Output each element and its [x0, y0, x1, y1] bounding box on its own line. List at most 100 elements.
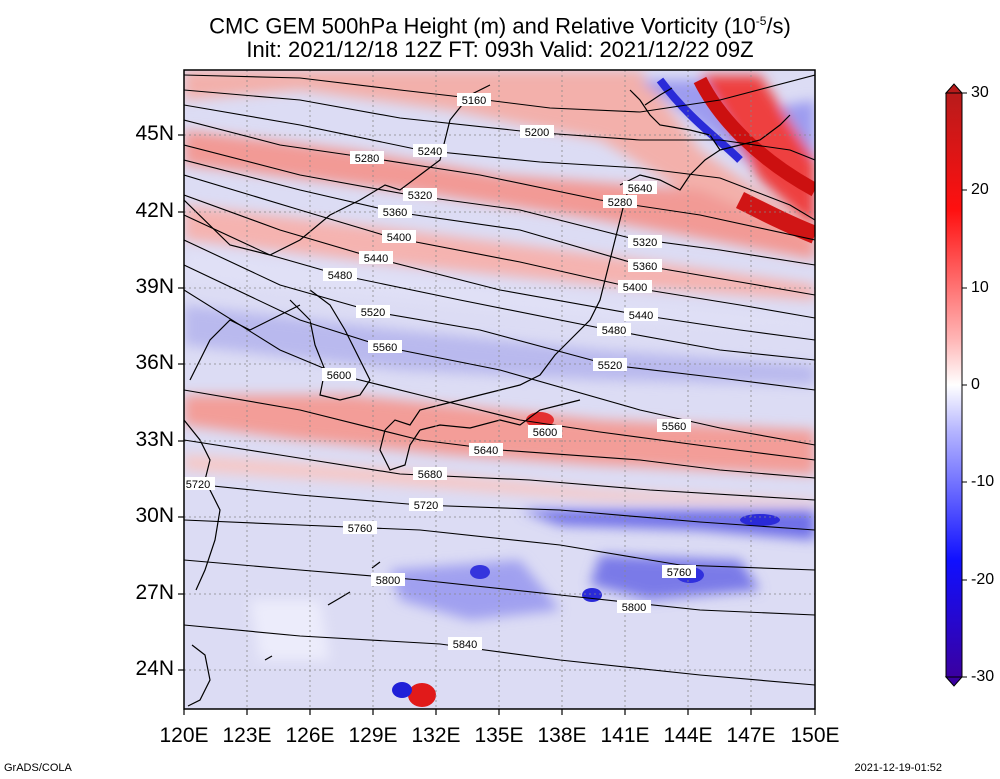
contour-label-bg [618, 280, 652, 293]
contour-label: 5200 [525, 127, 549, 139]
contour-label-bg [603, 195, 637, 208]
lat-label-42n: 42N [135, 199, 174, 222]
height-contour-5600 [184, 289, 815, 461]
height-contour-5440 [184, 194, 815, 341]
lon-label-132e: 132E [411, 724, 461, 747]
height-contour-5280 [184, 119, 815, 241]
contour-label-bg [597, 323, 631, 336]
height-contour-5720 [184, 482, 815, 531]
contour-label-bg [628, 259, 662, 272]
height-contour-5320 [184, 144, 815, 266]
height-contour-5400 [184, 174, 815, 319]
contour-label-bg [322, 368, 356, 381]
coastlines [184, 84, 791, 707]
contour-label-bg [662, 565, 696, 578]
height-contour-5560 [184, 264, 815, 446]
contour-label-bg [409, 498, 443, 511]
contour-label: 5520 [361, 307, 385, 319]
contour-label-bg [617, 600, 651, 613]
height-contour-5520 [184, 239, 815, 391]
vorticity-field [184, 70, 815, 709]
contour-label: 5680 [418, 469, 442, 481]
lat-label-36n: 36N [135, 351, 174, 374]
footer-timestamp: 2021-12-19-01:52 [854, 762, 942, 774]
contour-label: 5400 [623, 282, 647, 294]
contour-label: 5640 [474, 445, 498, 457]
chart-title-line2: Init: 2021/12/18 12Z FT: 093h Valid: 202… [246, 37, 754, 62]
contour-label: 5320 [408, 190, 432, 202]
contour-label-bg [181, 477, 215, 490]
height-contour-5360 [184, 159, 815, 296]
contour-label: 5320 [633, 237, 657, 249]
contour-label: 5720 [414, 500, 438, 512]
contour-label: 5280 [355, 153, 379, 165]
contour-label-bg [350, 151, 384, 164]
contour-label: 5360 [383, 207, 407, 219]
lat-label-24n: 24N [135, 657, 174, 680]
lon-label-126e: 126E [285, 724, 335, 747]
contour-label-bg [448, 637, 482, 650]
chart-title-line1: CMC GEM 500hPa Height (m) and Relative V… [209, 13, 791, 39]
contour-label: 5760 [667, 567, 691, 579]
height-contour-5680 [184, 439, 815, 501]
contour-label: 5440 [629, 310, 653, 322]
lat-label-33n: 33N [135, 428, 174, 451]
contour-label: 5240 [418, 146, 442, 158]
contour-label-bg [623, 181, 657, 194]
axis-ticks [178, 134, 816, 715]
lon-label-150e: 150E [790, 724, 840, 747]
footer-software: GrADS/COLA [4, 762, 72, 774]
lat-label-45n: 45N [135, 122, 174, 145]
colorbar-label-neg10: -10 [971, 473, 995, 490]
height-contour-5200 [184, 89, 815, 161]
contour-label-bg [359, 251, 393, 264]
colorbar-label-20: 20 [971, 181, 989, 198]
contour-label-bg [469, 443, 503, 456]
contour-label: 5280 [608, 197, 632, 209]
lon-label-129e: 129E [348, 724, 398, 747]
lat-label-39n: 39N [135, 275, 174, 298]
contour-label-bg [403, 188, 437, 201]
height-contour-5760 [184, 519, 815, 571]
contour-label: 5160 [462, 95, 486, 107]
lat-label-30n: 30N [135, 504, 174, 527]
contour-label: 5520 [598, 360, 622, 372]
contour-label-bg [371, 573, 405, 586]
contour-label: 5600 [327, 370, 351, 382]
colorbar-label-30: 30 [971, 84, 989, 101]
contour-label: 5600 [533, 427, 557, 439]
contour-labels: 5160520052405280532053605400544054805520… [181, 93, 696, 651]
contour-label: 5480 [602, 325, 626, 337]
contour-label-bg [378, 205, 412, 218]
colorbar [944, 83, 967, 687]
contour-label-bg [382, 230, 416, 243]
contour-label-bg [593, 358, 627, 371]
contour-label-bg [413, 144, 447, 157]
colorbar-label-neg30: -30 [971, 668, 995, 685]
lon-label-144e: 144E [663, 724, 713, 747]
contour-label-bg [520, 125, 554, 138]
lon-label-141e: 141E [600, 724, 650, 747]
contour-label-bg [356, 305, 390, 318]
lon-label-138e: 138E [537, 724, 587, 747]
height-contour-5800 [184, 559, 815, 616]
contour-label: 5640 [628, 183, 652, 195]
lon-label-147e: 147E [726, 724, 776, 747]
contour-label-bg [657, 419, 691, 432]
height-contour-5840 [184, 624, 815, 686]
lon-label-135e: 135E [474, 724, 524, 747]
contour-label: 5840 [453, 639, 477, 651]
lon-label-120e: 120E [159, 724, 209, 747]
contour-label-bg [624, 308, 658, 321]
contour-label: 5360 [633, 261, 657, 273]
colorbar-label-10: 10 [971, 279, 989, 296]
contour-label: 5720 [186, 479, 210, 491]
contour-label: 5400 [387, 232, 411, 244]
contour-label-bg [628, 235, 662, 248]
contour-label-bg [323, 268, 357, 281]
colorbar-label-0: 0 [971, 376, 980, 393]
height-contour-5160 [184, 74, 815, 113]
colorbar-label-neg20: -20 [971, 571, 995, 588]
height-contours [184, 74, 815, 686]
